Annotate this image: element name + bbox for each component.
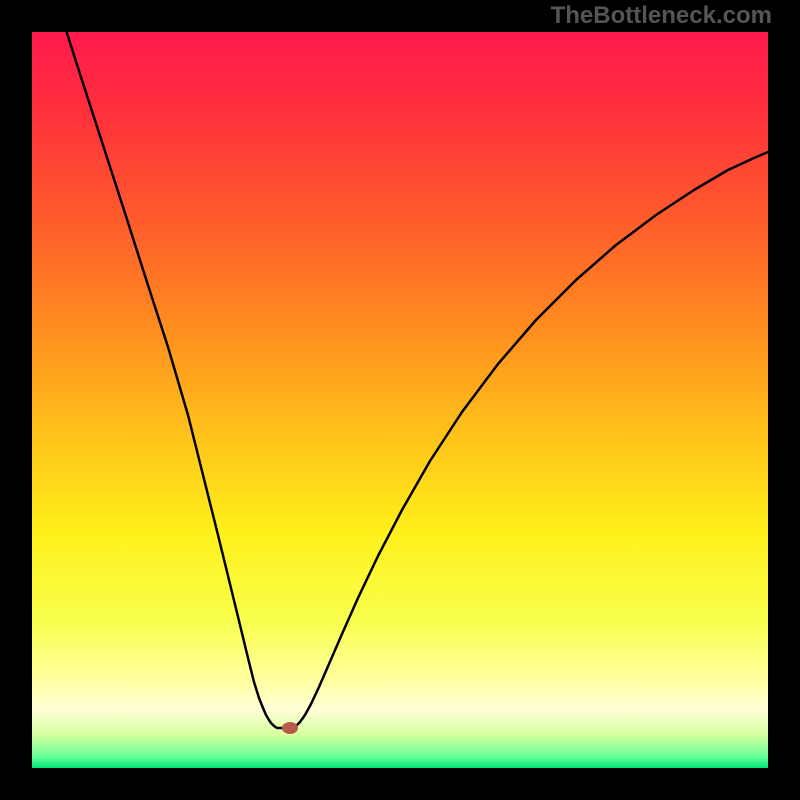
optimal-point-marker <box>282 722 298 734</box>
chart-container: TheBottleneck.com <box>0 0 800 800</box>
bottleneck-curve <box>32 32 768 768</box>
curve-path <box>58 5 768 728</box>
bottleneck-heatmap-plot <box>32 32 768 768</box>
watermark-text: TheBottleneck.com <box>551 2 772 30</box>
